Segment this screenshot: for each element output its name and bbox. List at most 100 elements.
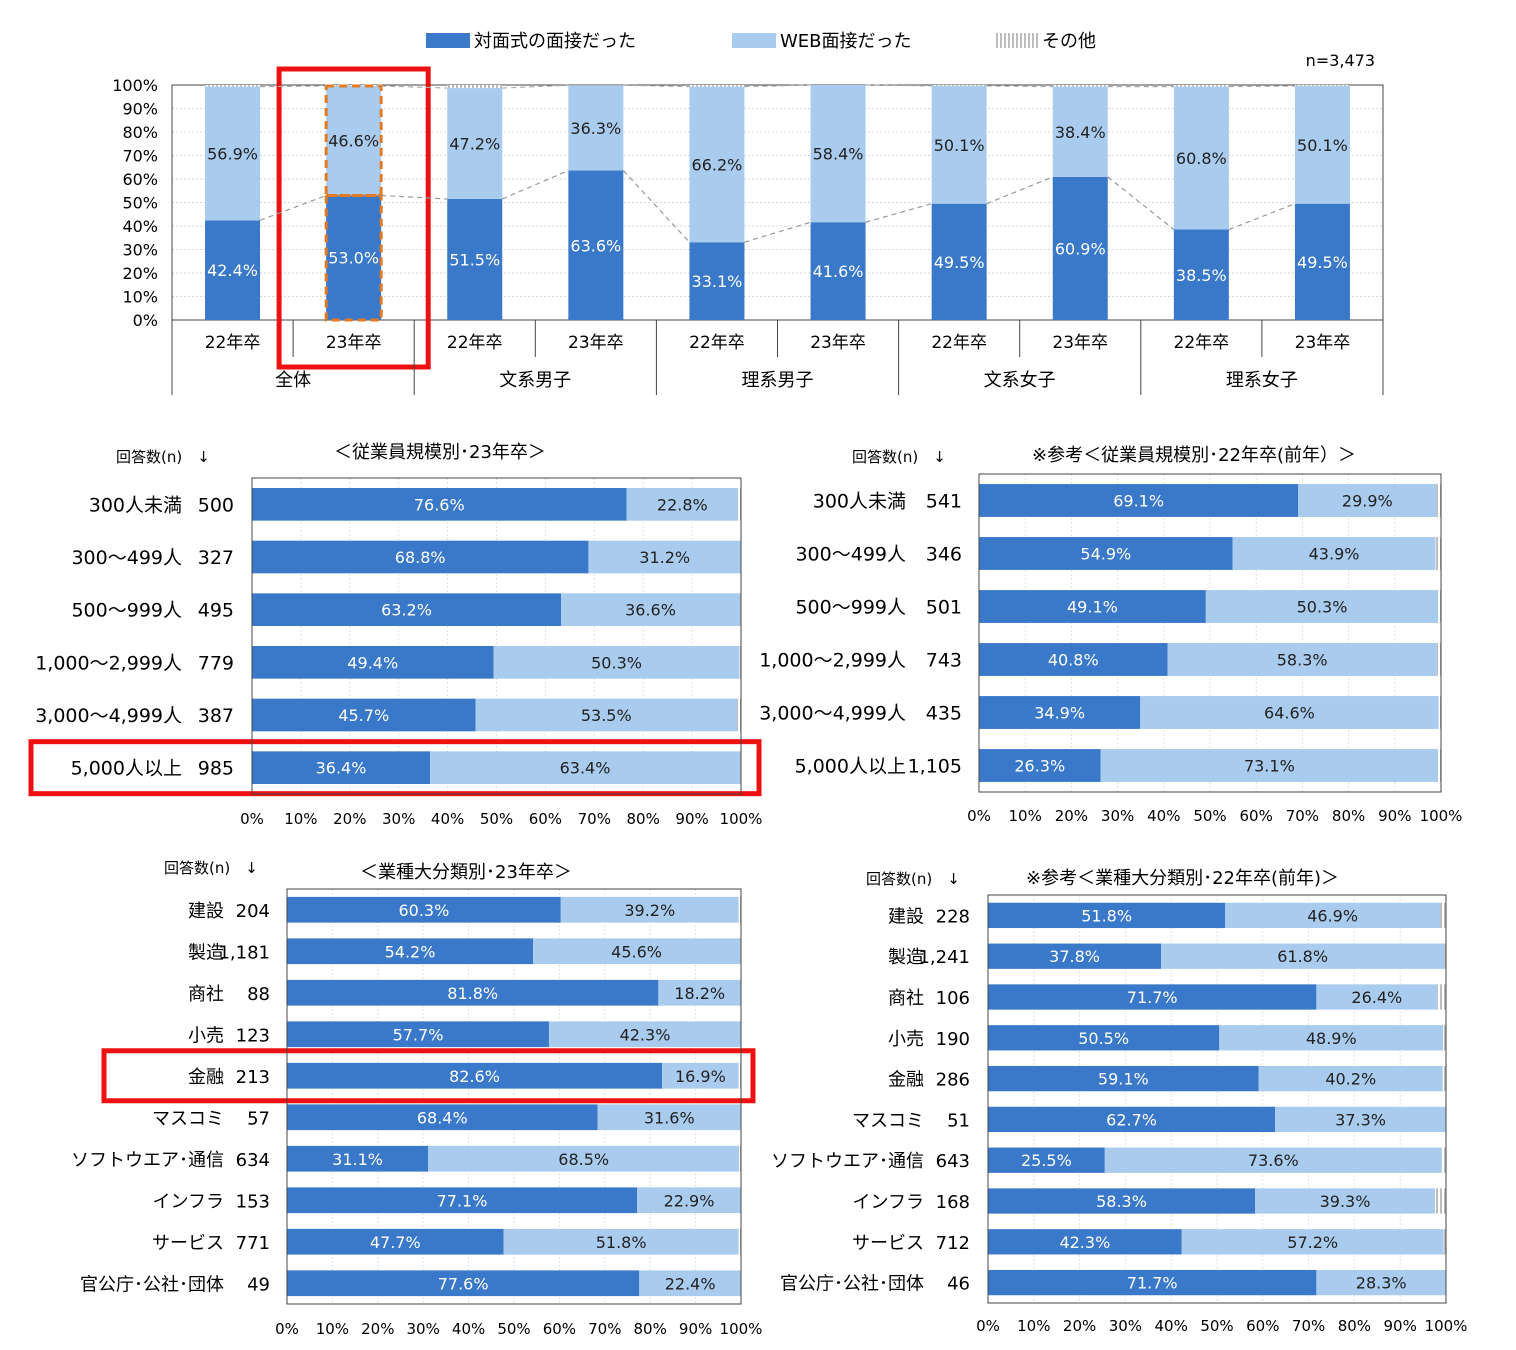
row-category-label: インフラ (153, 1191, 224, 1212)
bar-other (1440, 902, 1446, 929)
legend: 対面式の面接だった WEB面接だった その他 (426, 31, 1096, 52)
bar-web (1173, 86, 1229, 230)
x-category-label: 22年卒 (205, 333, 261, 353)
x-tick-label: 50% (480, 810, 513, 828)
bar-web (1052, 86, 1108, 177)
bar-other (738, 488, 741, 521)
bar-web (810, 85, 866, 223)
row-category-label: サービス (852, 1233, 924, 1254)
bar-web-label: 16.9% (675, 1067, 726, 1086)
y-tick-label: 80% (122, 123, 158, 142)
bar-face-to-face (287, 979, 659, 1006)
x-group-label: 理系女子 (1226, 370, 1298, 391)
bar-web (493, 646, 740, 679)
x-tick-label: 80% (627, 810, 660, 828)
x-category-label: 23年卒 (1295, 333, 1351, 353)
x-tick-label: 100% (720, 810, 763, 828)
bar-face-to-face (1052, 176, 1108, 320)
x-tick-label: 90% (1378, 807, 1411, 825)
bar-web-label: 57.2% (1287, 1233, 1338, 1252)
bar-face-to-face (931, 203, 987, 320)
x-tick-label: 90% (1384, 1317, 1417, 1335)
bar-web-label: 29.9% (1342, 492, 1393, 511)
x-tick-label: 40% (1147, 807, 1180, 825)
row-category-label: マスコミ (852, 1110, 924, 1131)
bar-web (1316, 1269, 1446, 1296)
bar-web-label: 58.4% (813, 145, 864, 164)
series-connector-face (381, 194, 448, 200)
row-category-label: 商社 (188, 984, 224, 1005)
bar-other (739, 1145, 741, 1172)
bar-web-label: 39.3% (1320, 1192, 1371, 1211)
bar-face-to-face (326, 195, 382, 320)
bar-web-label: 31.2% (639, 548, 690, 567)
row-n-value: 106 (936, 988, 970, 1009)
bar-face-to-face (979, 537, 1233, 570)
bar-other (1173, 85, 1229, 87)
series-connector-web (1228, 85, 1295, 88)
bar-web-label: 50.1% (934, 136, 985, 155)
industry-22-chart: 回答数(n) ↓ ※参考＜業種大分類別･22年卒(前年)＞ 0% 10% 20% 30% 4… (771, 868, 1467, 1335)
bar-face-label: 76.6% (414, 495, 465, 514)
x-category-label: 23年卒 (326, 333, 382, 353)
bar-face-to-face (988, 1025, 1220, 1051)
x-tick-label: 40% (452, 1320, 485, 1338)
plot-frame (978, 473, 1442, 793)
bar-face-label: 51.8% (1081, 906, 1132, 925)
x-tick-label: 60% (529, 810, 562, 828)
row-category-label: サービス (152, 1233, 224, 1254)
bar-other (1438, 696, 1441, 729)
bar-face-label: 59.1% (1098, 1070, 1149, 1089)
x-category-label: 22年卒 (689, 333, 745, 353)
row-n-value: 57 (247, 1108, 270, 1129)
row-n-value: 643 (936, 1151, 970, 1172)
bar-web-label: 45.6% (611, 942, 662, 961)
x-tick-label: 20% (333, 810, 366, 828)
industry-23-chart: 回答数(n) ↓ ＜業種大分類別･23年卒＞ 0% 10% 20% 30% 40% 50% 60… (71, 859, 762, 1338)
bar-face-to-face (568, 170, 624, 320)
bar-face-label: 41.6% (813, 262, 864, 281)
bar-face-label: 49.4% (347, 653, 398, 672)
row-category-label: ソフトウエア･通信 (771, 1151, 924, 1172)
bar-other (1436, 484, 1441, 517)
bar-web-label: 68.5% (558, 1150, 609, 1169)
bar-web-label: 50.3% (591, 653, 642, 672)
bar-face-label: 42.3% (1059, 1233, 1110, 1252)
x-tick-label: 100% (720, 1320, 763, 1338)
bar-face-label: 36.4% (316, 759, 367, 778)
bar-other (1443, 1229, 1446, 1255)
row-category-label: 1,000～2,999人 (35, 652, 182, 674)
row-category-label: 建設 (888, 906, 924, 927)
bar-face-to-face (287, 938, 534, 965)
row-n-value: 495 (198, 600, 234, 622)
bar-face-to-face (287, 1062, 663, 1089)
bar-web-label: 64.6% (1264, 704, 1315, 723)
bar-face-label: 58.3% (1096, 1192, 1147, 1211)
row-n-value: 634 (236, 1150, 270, 1171)
row-category-label: 建設 (188, 901, 224, 922)
bar-face-to-face (689, 242, 745, 320)
x-tick-label: 50% (1193, 807, 1226, 825)
x-tick-label: 20% (361, 1320, 394, 1338)
bar-face-to-face (287, 1228, 504, 1255)
row-n-value: 435 (926, 703, 962, 725)
bar-face-to-face (988, 1106, 1276, 1133)
row-n-value: 190 (936, 1029, 970, 1050)
bar-other (1435, 1188, 1446, 1214)
bar-face-label: 60.9% (1055, 239, 1106, 258)
y-tick-label: 20% (122, 264, 158, 283)
bar-web-label: 28.3% (1356, 1274, 1407, 1293)
bar-other (1438, 590, 1441, 623)
row-n-value: 51 (947, 1110, 970, 1131)
bar-face-to-face (979, 749, 1101, 782)
x-tick-label: 0% (240, 810, 264, 828)
bar-web (1316, 984, 1438, 1010)
bar-web (568, 85, 624, 171)
bar-face-to-face (979, 696, 1141, 729)
bar-face-label: 77.1% (437, 1191, 488, 1210)
bar-face-to-face (252, 751, 430, 784)
bar-web-label: 39.2% (624, 901, 675, 920)
bar-web-label: 40.2% (1325, 1070, 1376, 1089)
bar-face-label: 25.5% (1021, 1151, 1072, 1170)
